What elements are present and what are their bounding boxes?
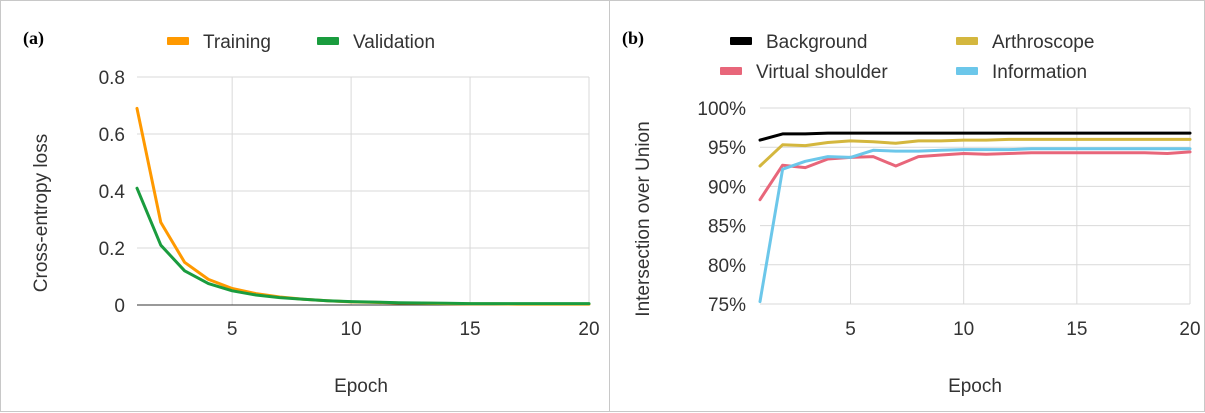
grid-a [137, 76, 590, 305]
y-tick-label: 0.2 [99, 239, 125, 260]
x-tick-label: 15 [1066, 319, 1087, 340]
legend-swatch-information [956, 67, 978, 75]
series-a [135, 106, 591, 306]
series-b [758, 131, 1192, 304]
chart-a: (a) Training Validation 0 0.2 0.4 0.6 0.8 5 10 1… [23, 28, 600, 397]
y-axis-title-a: Cross-entropy loss [31, 134, 52, 292]
series-line-training [135, 106, 591, 306]
x-axis-title-a: Epoch [334, 376, 388, 397]
legend-swatch-training [167, 37, 189, 45]
y-tick-label: 80% [708, 256, 746, 277]
legend-label-arthroscope: Arthroscope [992, 32, 1094, 53]
legend-label-information: Information [992, 62, 1087, 83]
legend-label-validation: Validation [353, 32, 435, 53]
y-tick-label: 90% [708, 177, 746, 198]
y-tick-label: 0.8 [99, 68, 125, 89]
y-tick-label: 0.4 [99, 182, 126, 203]
x-tick-label: 20 [1179, 319, 1200, 340]
x-tick-label: 5 [227, 319, 238, 340]
x-tick-label: 10 [341, 319, 362, 340]
y-tick-label: 0 [114, 296, 125, 317]
x-tick-label: 15 [459, 319, 480, 340]
legend-swatch-virtual-shoulder [720, 67, 742, 75]
legend-swatch-arthroscope [956, 37, 978, 45]
legend-b: Background Arthroscope Virtual shoulder Inf… [720, 32, 1094, 83]
legend-swatch-background [730, 37, 752, 45]
grid-b [760, 107, 1191, 304]
legend-swatch-validation [317, 37, 339, 45]
panel-label-b: (b) [622, 28, 644, 49]
series-line-arthroscope [758, 137, 1192, 168]
panel-divider [609, 1, 610, 411]
series-line-information [758, 147, 1192, 304]
ticks-a: 0 0.2 0.4 0.6 0.8 5 10 15 20 [99, 68, 600, 340]
series-line-validation [135, 186, 591, 306]
panel-label-a: (a) [23, 28, 44, 49]
y-tick-label: 85% [708, 217, 746, 238]
x-tick-label: 20 [578, 319, 599, 340]
y-tick-label: 75% [708, 295, 746, 316]
series-line-background [758, 131, 1192, 142]
legend-label-training: Training [203, 32, 271, 53]
y-tick-label: 95% [708, 138, 746, 159]
legend-label-virtual-shoulder: Virtual shoulder [756, 62, 888, 83]
x-tick-label: 10 [953, 319, 974, 340]
x-tick-label: 5 [845, 319, 856, 340]
legend-label-background: Background [766, 32, 867, 53]
y-tick-label: 100% [697, 99, 746, 120]
chart-b: (b) Background Arthroscope Virtual shoulde… [622, 28, 1201, 397]
y-tick-label: 0.6 [99, 125, 125, 146]
series-line-virtual-shoulder [758, 150, 1192, 202]
legend-a: Training Validation [167, 32, 435, 53]
y-axis-title-b: Intersection over Union [633, 121, 654, 316]
x-axis-title-b: Epoch [948, 376, 1002, 397]
ticks-b: 75% 80% 85% 90% 95% 100% 5 10 15 20 [697, 99, 1200, 340]
